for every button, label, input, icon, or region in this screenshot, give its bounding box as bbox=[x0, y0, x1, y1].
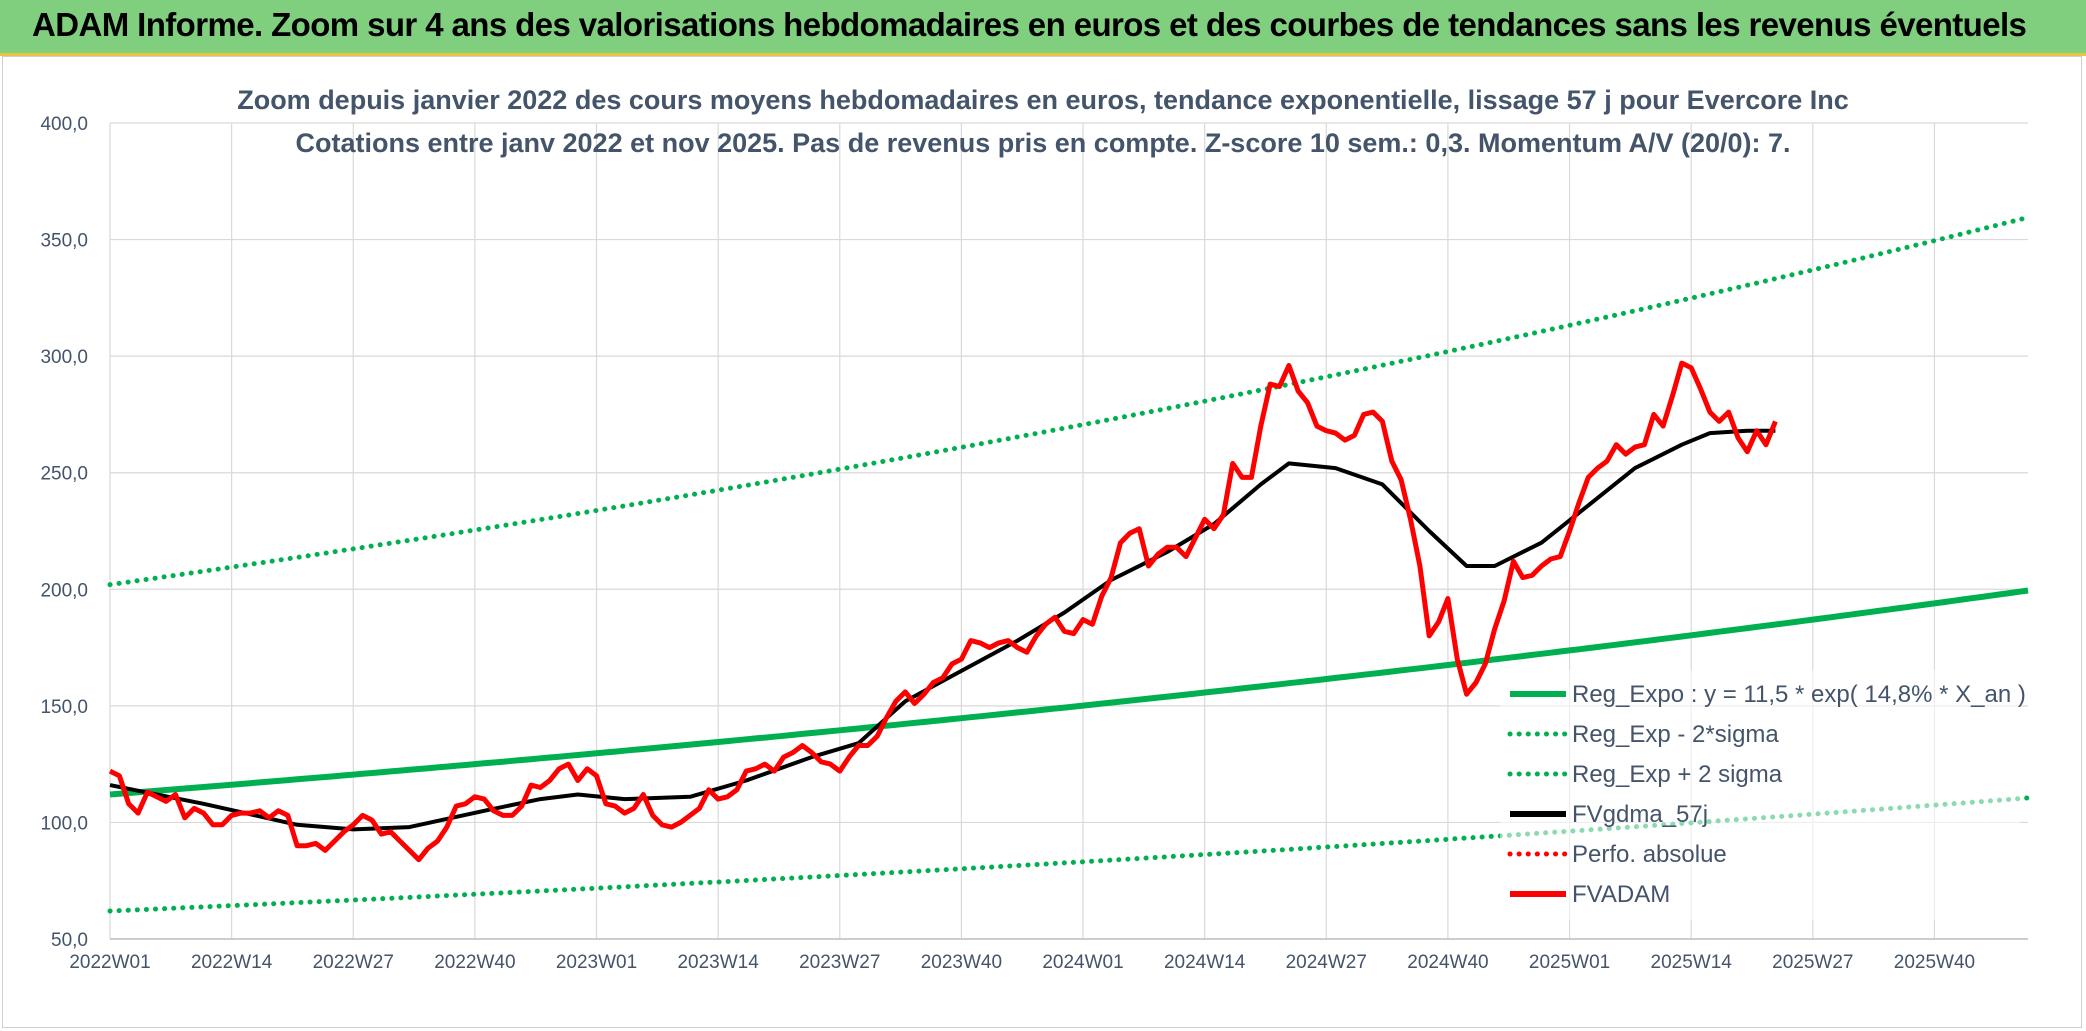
x-tick-label: 2025W14 bbox=[1651, 952, 1733, 973]
y-tick-label: 300,0 bbox=[40, 347, 88, 368]
y-axis: 50,0 100,0 150,0 200,0 250,0 300,0 350,0 400,0 bbox=[40, 114, 88, 951]
y-tick-label: 350,0 bbox=[40, 231, 88, 252]
series-reg-plus-2sigma bbox=[107, 214, 2031, 588]
legend-box bbox=[1500, 670, 2020, 920]
x-tick-label: 2025W40 bbox=[1894, 952, 1975, 973]
report-banner: ADAM Informe. Zoom sur 4 ans des valoris… bbox=[0, 0, 2086, 56]
legend-label: Reg_Exp + 2 sigma bbox=[1572, 761, 1783, 788]
x-tick-label: 2022W14 bbox=[191, 952, 273, 973]
x-tick-label: 2023W40 bbox=[921, 952, 1002, 973]
legend-label: FVgdma_57j bbox=[1572, 801, 1708, 828]
legend: Reg_Expo : y = 11,5 * exp( 14,8% * X_an … bbox=[1500, 670, 2026, 920]
legend-label: Perfo. absolue bbox=[1572, 841, 1727, 868]
series-reg-expo bbox=[109, 587, 2029, 798]
x-tick-label: 2024W14 bbox=[1164, 952, 1246, 973]
chart-frame bbox=[2, 56, 2082, 1028]
x-tick-label: 2024W01 bbox=[1042, 952, 1123, 973]
y-tick-label: 200,0 bbox=[40, 580, 88, 601]
x-tick-label: 2024W27 bbox=[1286, 952, 1367, 973]
legend-label: FVADAM bbox=[1572, 881, 1670, 908]
legend-label: Reg_Exp - 2*sigma bbox=[1572, 721, 1779, 748]
y-tick-label: 100,0 bbox=[40, 813, 88, 834]
chart-title-line-1: Zoom depuis janvier 2022 des cours moyen… bbox=[237, 85, 1849, 115]
chart-title-line-2: Cotations entre janv 2022 et nov 2025. P… bbox=[295, 128, 1790, 158]
series-fvgdma-57j bbox=[109, 428, 1776, 832]
y-tick-label: 150,0 bbox=[40, 697, 88, 718]
y-tick-label: 50,0 bbox=[51, 930, 88, 951]
x-tick-label: 2023W01 bbox=[556, 952, 637, 973]
x-tick-label: 2022W27 bbox=[313, 952, 394, 973]
x-tick-label: 2025W01 bbox=[1529, 952, 1610, 973]
x-tick-label: 2025W27 bbox=[1772, 952, 1853, 973]
legend-label: Reg_Expo : y = 11,5 * exp( 14,8% * X_an … bbox=[1572, 681, 2026, 708]
series-fvadam bbox=[108, 360, 1778, 863]
x-tick-label: 2022W01 bbox=[69, 952, 150, 973]
x-tick-label: 2024W40 bbox=[1407, 952, 1488, 973]
x-tick-label: 2022W40 bbox=[434, 952, 515, 973]
y-tick-label: 250,0 bbox=[40, 464, 88, 485]
x-tick-label: 2023W14 bbox=[677, 952, 759, 973]
x-axis: 2022W01 2022W14 2022W27 2022W40 2023W01 2023W… bbox=[69, 938, 2028, 973]
report-title: ADAM Informe. Zoom sur 4 ans des valoris… bbox=[32, 6, 2027, 43]
x-tick-label: 2023W27 bbox=[799, 952, 880, 973]
y-tick-label: 400,0 bbox=[40, 114, 88, 135]
